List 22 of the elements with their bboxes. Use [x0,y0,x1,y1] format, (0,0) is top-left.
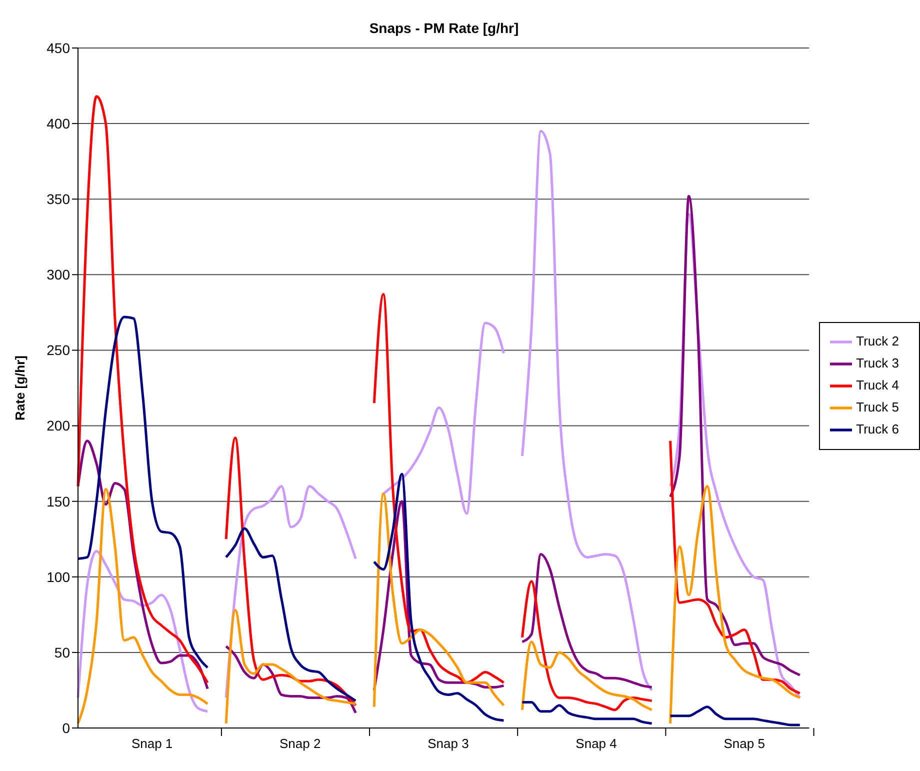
y-tick-label: 400 [46,116,70,132]
y-tick-label: 450 [46,40,70,56]
x-tick-label: Snap 5 [724,736,765,751]
legend-label: Truck 3 [856,354,899,370]
y-tick-label: 250 [46,342,70,358]
chart-title: Snaps - PM Rate [g/hr] [368,20,520,36]
y-tick-label: 0 [62,720,70,736]
y-tick-label: 350 [46,191,70,208]
y-axis-title: Rate [g/hr] [12,356,28,420]
x-tick-label: Snap 3 [428,736,469,751]
y-tick-label: 100 [46,568,70,585]
legend-label: Truck 2 [856,332,899,348]
y-tick-label: 200 [46,418,70,434]
legend-label: Truck 5 [856,398,899,414]
legend-label: Truck 4 [856,376,899,392]
x-tick-label: Snap 1 [131,736,173,751]
y-tick-label: 50 [54,644,70,660]
x-tick-label: Snap 4 [576,736,617,751]
y-tick-label: 150 [46,493,70,510]
y-tick-label: 300 [46,266,70,283]
legend-label: Truck 6 [856,420,899,436]
x-tick-label: Snap 2 [280,736,321,751]
